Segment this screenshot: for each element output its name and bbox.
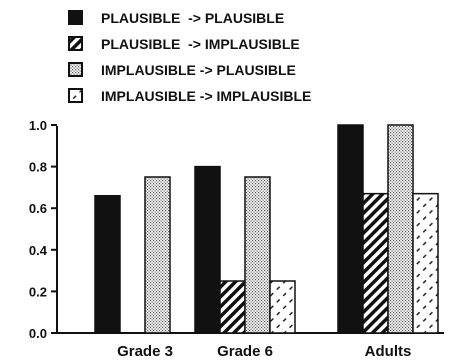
bar-hatch-adults xyxy=(362,192,389,334)
y-ticks: 0.0 0.2 0.4 0.6 0.8 1.0 xyxy=(29,118,57,341)
y-tick-label: 0.4 xyxy=(29,243,48,258)
legend-label: PLAUSIBLE -> IMPLAUSIBLE xyxy=(101,36,300,52)
bar-dots-adults xyxy=(387,124,414,334)
legend-swatch-dots xyxy=(68,62,83,77)
bars xyxy=(94,124,439,334)
bar-dashes-adults xyxy=(412,192,439,334)
legend: PLAUSIBLE -> PLAUSIBLE PLAUSIBLE -> IMPLA… xyxy=(68,10,311,104)
bar-solid-grade-6 xyxy=(194,165,221,334)
legend-swatch-dashes xyxy=(68,88,83,103)
x-category-label: Grade 3 xyxy=(117,343,173,360)
bar-solid-adults xyxy=(337,124,364,334)
y-tick-label: 1.0 xyxy=(29,118,47,133)
legend-label: IMPLAUSIBLE -> IMPLAUSIBLE xyxy=(101,88,311,104)
x-category-label: Adults xyxy=(365,343,412,360)
bar-dots-grade-6 xyxy=(244,176,271,334)
y-tick-label: 0.0 xyxy=(29,326,47,341)
y-tick-label: 0.2 xyxy=(29,284,47,299)
x-category-label: Grade 6 xyxy=(217,343,273,360)
legend-swatch-solid xyxy=(68,10,83,25)
bar-dots-grade-3 xyxy=(144,176,171,334)
x-labels: Grade 3 Grade 6 Adults xyxy=(117,343,411,360)
bar-dashes-grade-6 xyxy=(269,280,296,334)
bar-solid-grade-3 xyxy=(94,194,121,334)
bar-hatch-grade-6 xyxy=(219,280,246,334)
y-tick-label: 0.8 xyxy=(29,160,47,175)
legend-swatch-hatch xyxy=(68,36,83,51)
y-tick-label: 0.6 xyxy=(29,201,47,216)
legend-label: IMPLAUSIBLE -> PLAUSIBLE xyxy=(101,62,296,78)
legend-label: PLAUSIBLE -> PLAUSIBLE xyxy=(101,10,284,26)
